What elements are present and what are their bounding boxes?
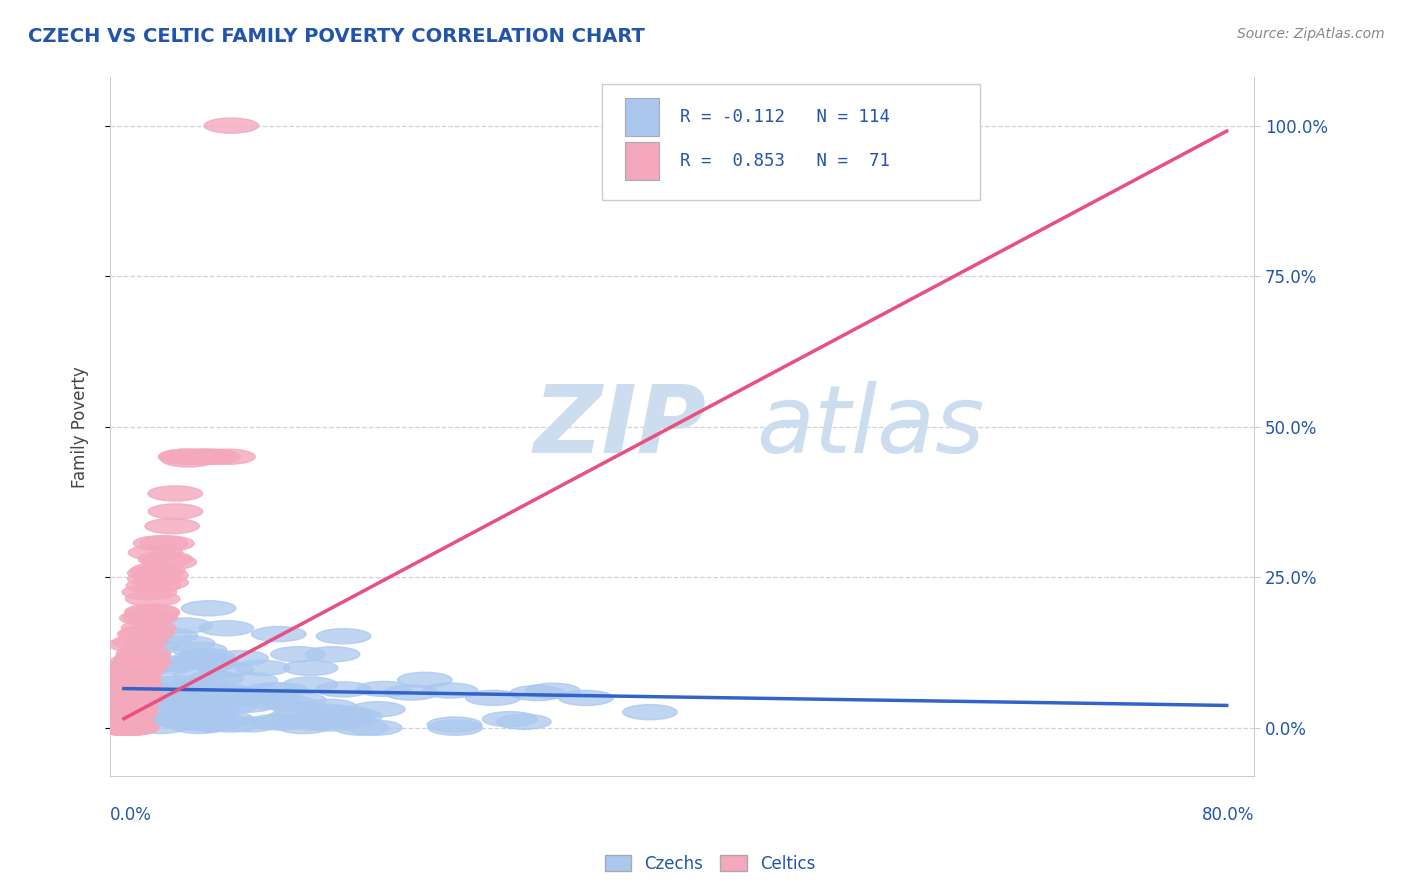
- Y-axis label: Family Poverty: Family Poverty: [72, 366, 89, 488]
- Legend: Czechs, Celtics: Czechs, Celtics: [598, 848, 823, 880]
- Text: ZIP: ZIP: [533, 381, 706, 473]
- Text: R = -0.112   N = 114: R = -0.112 N = 114: [681, 108, 890, 127]
- Text: 0.0%: 0.0%: [110, 806, 152, 824]
- Text: 80.0%: 80.0%: [1202, 806, 1254, 824]
- Text: R =  0.853   N =  71: R = 0.853 N = 71: [681, 153, 890, 170]
- FancyBboxPatch shape: [602, 85, 980, 200]
- Text: atlas: atlas: [756, 381, 984, 472]
- FancyBboxPatch shape: [626, 98, 659, 136]
- Text: CZECH VS CELTIC FAMILY POVERTY CORRELATION CHART: CZECH VS CELTIC FAMILY POVERTY CORRELATI…: [28, 27, 645, 45]
- FancyBboxPatch shape: [626, 142, 659, 180]
- Text: Source: ZipAtlas.com: Source: ZipAtlas.com: [1237, 27, 1385, 41]
